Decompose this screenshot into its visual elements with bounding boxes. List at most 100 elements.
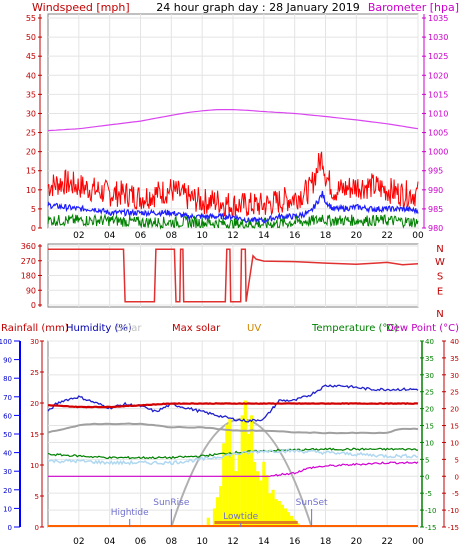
graph-title: 24 hour graph day : 28 January 2019: [156, 1, 360, 14]
barometer-y-tick-label: 990: [428, 186, 443, 195]
wind-y-tick-label: 55: [26, 14, 36, 23]
x-tick-label: 14: [258, 537, 270, 547]
temperature-y-tick-label: -10: [425, 507, 436, 515]
x-tick-label: 00: [412, 537, 424, 547]
compass-label: S: [437, 272, 443, 283]
humidity-y-tick-label: 40: [3, 450, 12, 458]
solar-bar: [259, 480, 263, 527]
humidity-y-tick-label: 10: [3, 505, 12, 513]
compass-label: N: [436, 244, 443, 255]
humidity-title: Humidity (%): [66, 323, 132, 334]
humidity-y-tick-label: 50: [3, 431, 12, 439]
rain-y-tick-label: 20: [30, 400, 39, 408]
rain-y-tick-label: 30: [30, 338, 39, 346]
humidity-y-tick-label: 80: [3, 375, 12, 383]
wind-direction-line: [48, 248, 419, 303]
solar-bar: [219, 486, 223, 527]
solar-bar: [274, 499, 278, 527]
dewpoint-y-tick-label: 30: [450, 372, 459, 380]
temperature-title: Temperature (°C): [311, 323, 398, 334]
solar-bar: [243, 400, 247, 527]
dewpoint-line: [48, 461, 419, 477]
solar-bar: [249, 415, 254, 527]
barometer-y-tick-label: 1015: [428, 90, 448, 99]
rain-y-tick-label: 25: [30, 369, 39, 377]
x-tick-label: 16: [289, 231, 301, 241]
uv-title: UV: [247, 323, 261, 334]
direction-y-tick-label: 90: [26, 286, 36, 295]
x-tick-label: 18: [320, 537, 332, 547]
wind-y-tick-label: 50: [26, 33, 36, 42]
solar-bar: [268, 493, 272, 527]
solar-bar: [215, 497, 220, 527]
dewpoint-title: Dew Point (°C): [386, 323, 459, 334]
x-tick-label: 10: [196, 537, 208, 547]
gust-line: [47, 151, 419, 218]
dewpoint-y-tick-label: -5: [452, 490, 459, 498]
solar-bar: [280, 504, 284, 527]
humidity-y-tick-label: 20: [3, 487, 12, 495]
solar-title: Solar: [116, 323, 142, 334]
temperature-y-tick-label: 10: [425, 439, 434, 447]
solar-bar: [283, 508, 288, 527]
dewpoint-y-tick-label: 10: [450, 439, 459, 447]
compass-label: N: [436, 309, 443, 320]
dewpoint-y-tick-label: -15: [448, 524, 459, 532]
x-tick-label: 06: [135, 537, 147, 547]
solar-bar: [286, 512, 291, 527]
solar-bar: [228, 419, 232, 527]
barometer-y-tick-label: 1005: [428, 129, 448, 138]
x-tick-label: 10: [196, 231, 208, 241]
dewpoint-y-tick-label: 35: [450, 355, 459, 363]
solar-bar: [206, 517, 210, 527]
temperature-y-tick-label: 0: [425, 473, 429, 481]
wind-y-tick-label: 25: [26, 129, 36, 138]
windspeed-title: Windspeed [mph]: [32, 1, 130, 14]
barometer-y-tick-label: 1035: [428, 14, 448, 23]
dewpoint-y-tick-label: -10: [448, 507, 459, 515]
direction-y-tick-label: 270: [21, 257, 36, 266]
x-tick-label: 02: [73, 231, 84, 241]
x-tick-label: 14: [258, 231, 270, 241]
direction-y-tick-label: 360: [21, 242, 36, 251]
compass-label: W: [435, 257, 445, 268]
wind-y-tick-label: 30: [26, 109, 36, 118]
solar-bar: [212, 508, 217, 527]
solar-bar: [246, 434, 251, 527]
dewpoint-y-tick-label: 0: [455, 473, 459, 481]
dewpoint-y-tick-label: 5: [455, 456, 459, 464]
barometer-y-tick-label: 1025: [428, 52, 448, 61]
marker-label: Hightide: [111, 508, 149, 518]
dewpoint-y-tick-label: 15: [450, 423, 459, 431]
wind-y-tick-label: 15: [26, 167, 36, 176]
x-tick-label: 22: [381, 537, 392, 547]
compass-label: E: [437, 286, 443, 297]
barometer-y-tick-label: 985: [428, 205, 443, 214]
x-tick-label: 16: [289, 537, 301, 547]
temperature-y-tick-label: 5: [425, 456, 429, 464]
temperature-y-tick-label: 30: [425, 372, 434, 380]
x-tick-label: 08: [166, 537, 178, 547]
rain-y-tick-label: 0: [35, 524, 39, 532]
wind-y-tick-label: 20: [26, 148, 36, 157]
direction-y-tick-label: 180: [21, 272, 36, 281]
solar-bar: [277, 500, 281, 527]
wind-y-tick-label: 5: [31, 205, 36, 214]
solar-bar: [240, 415, 244, 527]
x-tick-label: 02: [73, 537, 84, 547]
x-tick-label: 06: [135, 231, 147, 241]
temperature_red-line: [48, 402, 419, 409]
temperature-y-tick-label: -15: [425, 524, 436, 532]
rain-y-tick-label: 15: [30, 431, 39, 439]
uv-band: [214, 521, 298, 524]
rain-y-tick-label: 5: [35, 493, 39, 501]
direction-y-tick-label: 0: [31, 301, 36, 310]
x-tick-label: 04: [104, 537, 116, 547]
barometer-y-tick-label: 1010: [428, 109, 448, 118]
solar-bar: [256, 471, 260, 527]
wind-y-tick-label: 10: [26, 186, 36, 195]
humidity-y-tick-label: 0: [8, 524, 12, 532]
wind-y-tick-label: 45: [26, 52, 36, 61]
barometer-y-tick-label: 1020: [428, 71, 448, 80]
